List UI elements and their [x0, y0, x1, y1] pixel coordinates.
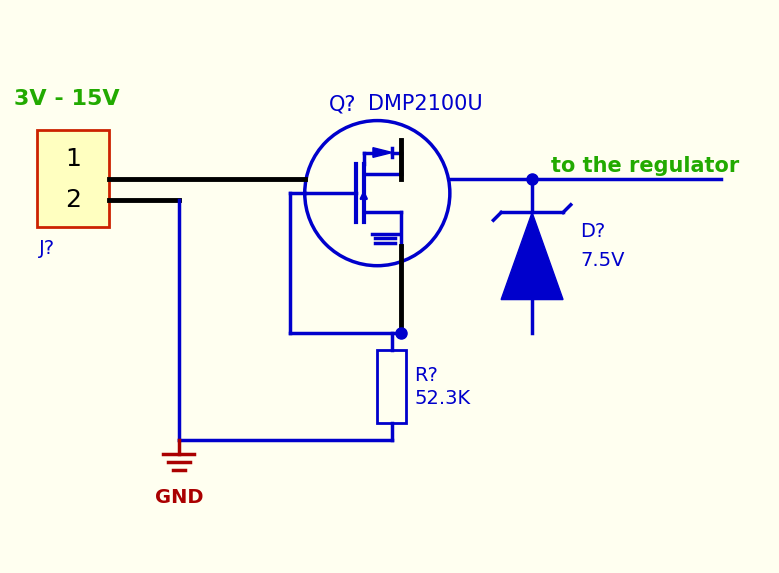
Bar [37, 130, 109, 227]
Text: R?: R? [414, 366, 438, 384]
Text: to the regulator: to the regulator [552, 156, 740, 176]
Text: Q?: Q? [329, 94, 357, 114]
Text: J?: J? [39, 238, 55, 258]
Text: GND: GND [155, 488, 203, 507]
Text: DMP2100U: DMP2100U [368, 94, 482, 114]
Text: 1: 1 [65, 147, 81, 171]
Polygon shape [373, 148, 393, 158]
Text: 52.3K: 52.3K [414, 388, 471, 408]
Text: 2: 2 [65, 188, 81, 212]
Bar [377, 350, 407, 423]
Text: D?: D? [580, 222, 606, 241]
Text: 7.5V: 7.5V [580, 252, 625, 270]
Polygon shape [501, 213, 563, 300]
Text: 3V - 15V: 3V - 15V [13, 89, 119, 109]
